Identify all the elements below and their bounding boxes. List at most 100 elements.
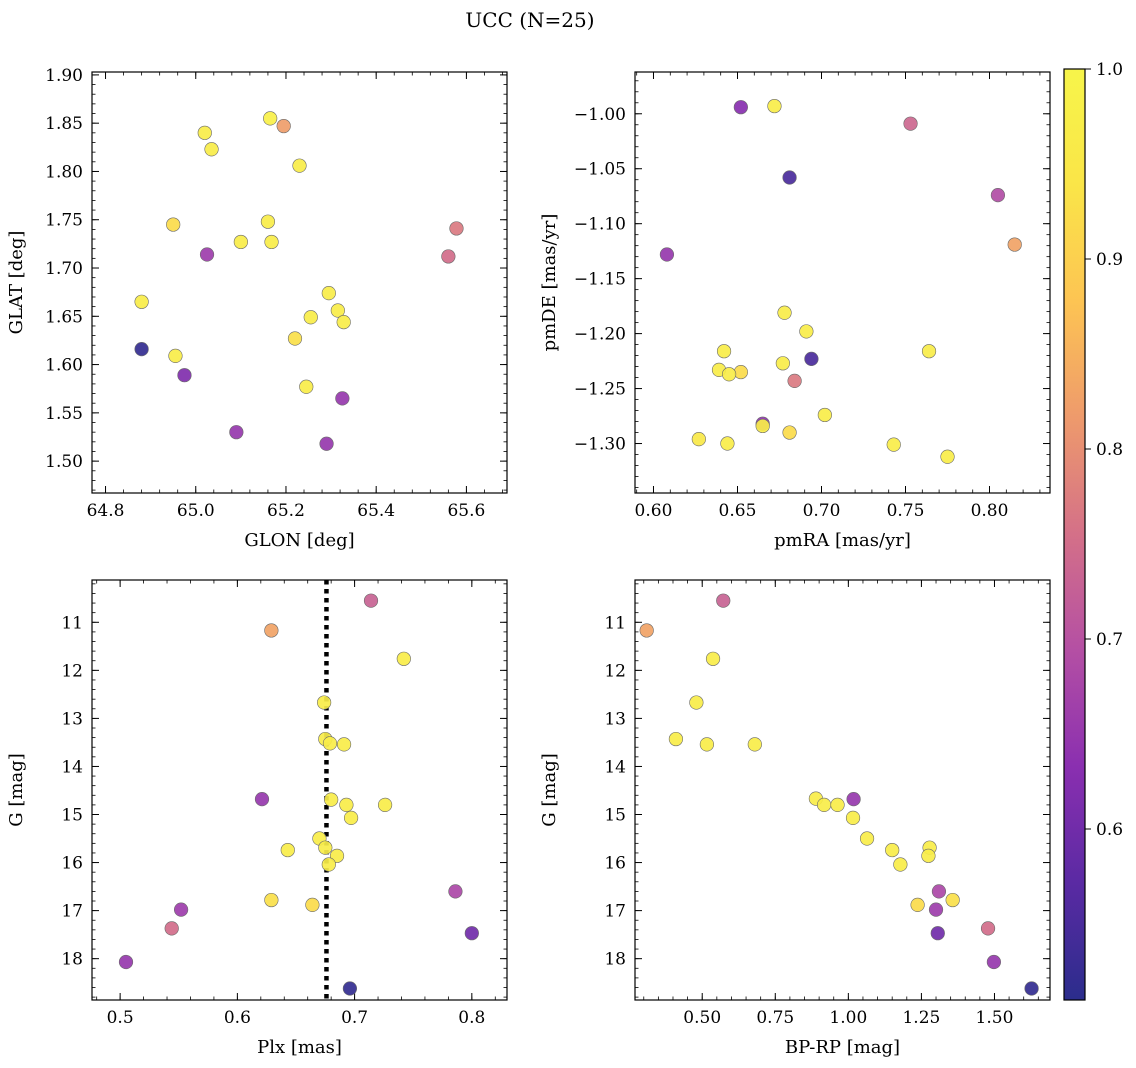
y-tick-label: 11: [604, 613, 626, 633]
y-tick-label: 1.65: [45, 307, 83, 327]
panel-frame: [634, 579, 1051, 1001]
x-tick-label: 0.80: [971, 501, 1009, 521]
scatter-point: [830, 797, 845, 812]
scatter-point: [317, 695, 332, 710]
scatter-point: [299, 379, 314, 394]
y-tick-label: −1.20: [574, 325, 626, 345]
scatter-point: [910, 897, 925, 912]
scatter-point: [845, 810, 861, 825]
panel-3: 0.5 0.6 0.7 0.8 11 12 13 14 15 16 17 18 Plx [mas] G […: [6, 579, 508, 1058]
scatter-point: [886, 437, 901, 452]
scatter-point: [787, 373, 802, 388]
scatter-point: [775, 356, 790, 371]
y-tick-label: 15: [61, 806, 83, 826]
scatter-point: [691, 432, 706, 447]
scatter-point: [177, 368, 192, 383]
scatter-point: [733, 364, 748, 380]
scatter-point: [134, 294, 149, 309]
scatter-point: [1007, 237, 1022, 252]
scatter-point: [330, 303, 345, 318]
x-tick-label: 0.5: [107, 1008, 134, 1028]
scatter-point: [720, 436, 735, 451]
colorbar-tick-label: 1.0: [1096, 60, 1123, 80]
y-tick-label: 18: [61, 950, 83, 970]
scatter-point: [324, 792, 339, 807]
x-tick-label: 0.65: [719, 501, 757, 521]
x-axis-label: BP-RP [mag]: [785, 1037, 900, 1058]
scatter-point: [782, 170, 797, 185]
y-axis-label: G [mag]: [539, 753, 560, 826]
scatter-point: [464, 926, 479, 941]
scatter-point: [229, 425, 244, 440]
scatter-point: [260, 214, 276, 229]
scatter-point: [986, 954, 1001, 970]
scatter-point: [921, 848, 936, 863]
y-tick-label: −1.10: [574, 215, 626, 235]
y-tick-label: 16: [604, 854, 626, 874]
scatter-point: [321, 286, 336, 301]
x-tick-label: 0.8: [458, 1008, 485, 1028]
x-tick-label: 1.00: [829, 1008, 867, 1028]
x-tick-label: 1.50: [976, 1008, 1014, 1028]
panel-1: 64.8 65.0 65.2 65.4 65.6 1.50 1.55 1.60 1.65 1.70…: [6, 66, 508, 551]
x-tick-label: 0.70: [803, 501, 841, 521]
x-tick-label: 1.25: [902, 1008, 940, 1028]
scatter-point: [134, 342, 149, 357]
scatter-point: [931, 884, 947, 899]
scatter-point: [721, 367, 737, 382]
y-tick-label: −1.00: [574, 105, 626, 125]
scatter-points: [134, 111, 464, 451]
x-axis-label: pmRA [mas/yr]: [774, 530, 911, 551]
scatter-point: [335, 391, 350, 406]
scatter-point: [264, 892, 279, 908]
x-tick-label: 0.50: [683, 1008, 721, 1028]
scatter-point: [166, 217, 181, 232]
scatter-point: [164, 921, 179, 936]
y-tick-label: −1.25: [574, 380, 626, 400]
y-tick-label: 11: [61, 613, 83, 633]
y-tick-label: 12: [61, 661, 83, 681]
scatter-point: [254, 792, 270, 807]
x-axis-label: GLON [deg]: [244, 530, 354, 551]
scatter-point: [168, 348, 183, 363]
x-tick-label: 0.60: [635, 501, 673, 521]
scatter-point: [363, 593, 379, 608]
scatter-point: [816, 797, 832, 812]
colorbar-tick-label: 0.9: [1096, 250, 1123, 270]
scatter-point: [689, 695, 704, 710]
scatter-point: [336, 737, 352, 752]
panel-4: 0.50 0.75 1.00 1.25 1.50 11 12 13 14 15 16 17 18 BP-R…: [539, 579, 1051, 1058]
colorbar-gradient: [1063, 68, 1086, 1001]
y-tick-label: −1.30: [574, 435, 626, 455]
y-tick-label: 1.90: [45, 66, 83, 86]
y-tick-label: 17: [61, 902, 83, 922]
y-axis-label: G [mag]: [6, 753, 27, 826]
x-tick-label: 0.7: [341, 1008, 368, 1028]
scatter-point: [928, 902, 944, 917]
y-tick-label: 13: [61, 709, 83, 729]
scatter-point: [668, 731, 684, 747]
scatter-point: [118, 954, 134, 970]
scatter-point: [448, 884, 463, 899]
panels: 64.8 65.0 65.2 65.4 65.6 1.50 1.55 1.60 1.65 1.70…: [6, 66, 1051, 1058]
scatter-point: [1024, 981, 1039, 996]
y-tick-label: 1.55: [45, 404, 83, 424]
scatter-point: [639, 623, 654, 638]
scatter-point: [921, 344, 937, 359]
scatter-point: [940, 449, 955, 464]
scatter-point: [980, 921, 996, 936]
scatter-points: [639, 593, 1039, 996]
y-tick-label: 15: [604, 806, 626, 826]
x-tick-label: 0.75: [887, 501, 925, 521]
x-tick-label: 0.6: [224, 1008, 251, 1028]
y-tick-label: 14: [604, 757, 626, 777]
scatter-points: [659, 98, 1022, 464]
figure-title: UCC (N=25): [465, 8, 594, 32]
panel-frame: [91, 71, 508, 494]
panel-2: 0.60 0.65 0.70 0.75 0.80 −1.30 −1.25 −1.20 −1.15…: [539, 71, 1051, 551]
scatter-point: [318, 840, 333, 855]
scatter-point: [377, 797, 393, 812]
scatter-point: [804, 351, 819, 366]
x-tick-label: 65.6: [447, 501, 485, 521]
